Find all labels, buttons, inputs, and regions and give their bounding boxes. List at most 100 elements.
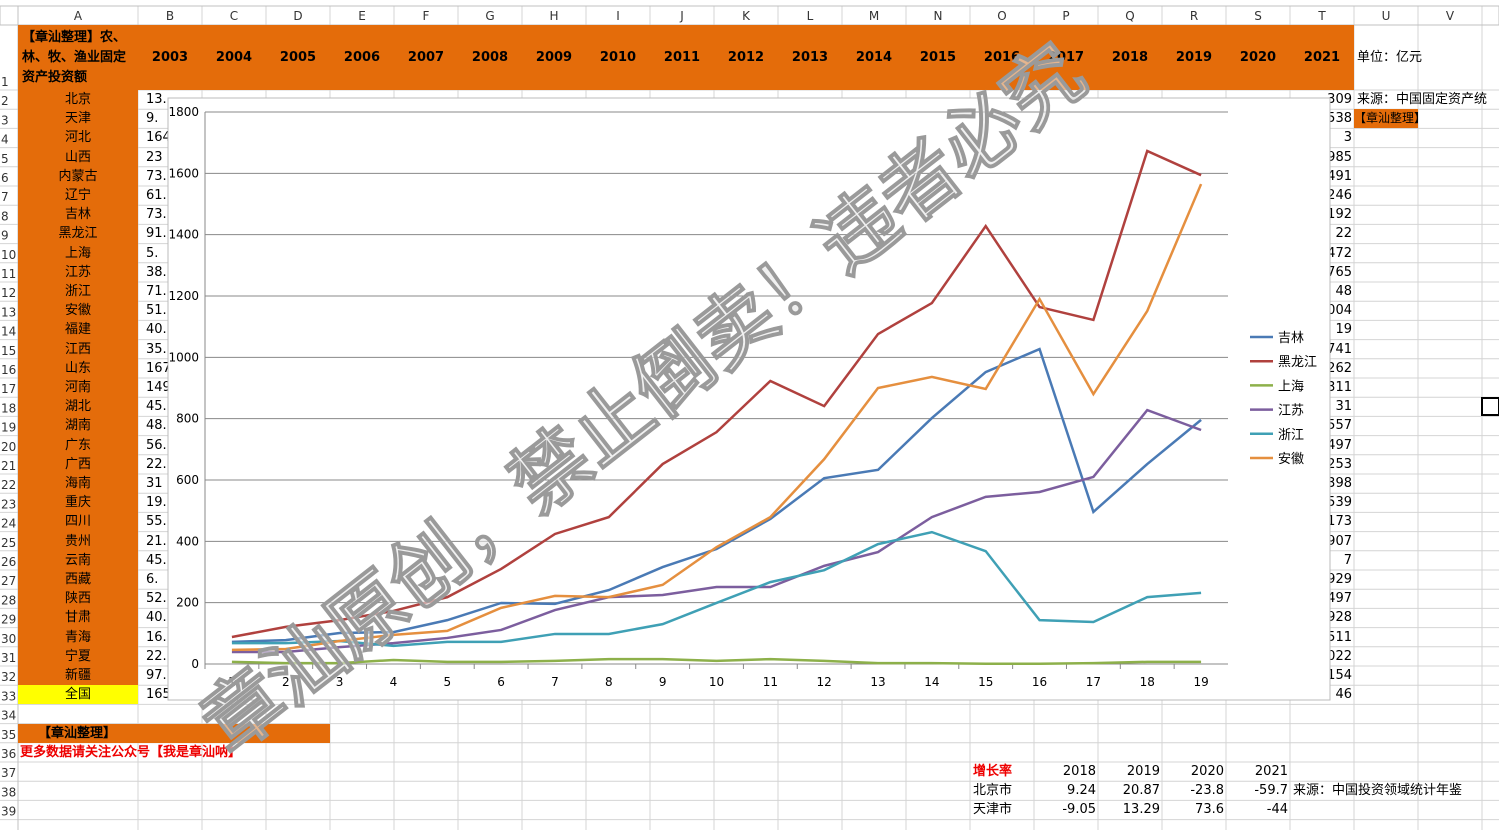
row-header: 3: [1, 113, 9, 127]
cell-b: 22.: [146, 648, 167, 664]
cell-b: 97.: [146, 668, 167, 683]
cell-t: 004: [1327, 303, 1352, 319]
province: 山东: [18, 358, 138, 378]
row-header: 25: [1, 536, 16, 550]
row-header: 10: [1, 248, 16, 262]
sheet-title: 【章汕整理】农、林、牧、渔业固定资产投资额: [18, 25, 138, 90]
province: 吉林: [18, 205, 138, 225]
cell-b: 45.: [146, 552, 167, 568]
growth-value: 13.29: [1122, 802, 1160, 818]
cell-t: 928: [1327, 610, 1352, 626]
row-header: 4: [1, 133, 9, 147]
province: 河南: [18, 378, 138, 398]
column-header: K: [742, 9, 751, 23]
cell-b: 5.: [146, 245, 159, 261]
row-header: 18: [1, 401, 16, 415]
year-header: 2020: [1226, 25, 1290, 90]
row-header: 27: [1, 574, 16, 588]
cell-t: 929: [1327, 572, 1352, 587]
cell-t: 557: [1327, 418, 1352, 434]
province: 河北: [18, 128, 138, 148]
cell-t: 48: [1335, 284, 1352, 299]
row-header: 12: [1, 286, 16, 300]
growth-title: 增长率: [973, 764, 1013, 779]
year-header: 2015: [906, 25, 970, 90]
column-header: F: [423, 9, 430, 23]
cell-b: 21.: [146, 533, 167, 549]
growth-value: 73.6: [1195, 802, 1224, 818]
row-header: 1: [1, 75, 9, 89]
cell-t: 7: [1343, 552, 1352, 568]
column-header: B: [166, 9, 174, 23]
growth-value: 9.24: [1067, 783, 1096, 799]
province: 辽宁: [18, 186, 138, 206]
province: 浙江: [18, 282, 138, 302]
year-header: 2005: [266, 25, 330, 90]
column-header: N: [934, 9, 943, 23]
province: 甘肃: [18, 608, 138, 628]
cell-b: 165: [146, 687, 171, 703]
year-header: 2017: [1034, 25, 1098, 90]
cell-t: 497: [1327, 591, 1352, 607]
year-header: 2018: [1098, 25, 1162, 90]
row-header: 15: [1, 344, 16, 358]
unit: 单位：亿元: [1357, 50, 1423, 65]
cell-t: 154: [1327, 668, 1352, 683]
row-header: 21: [1, 459, 16, 473]
cell-b: 164: [146, 130, 171, 146]
row-header: 35: [1, 728, 16, 742]
growth-year: 2020: [1190, 764, 1224, 779]
row-header: 37: [1, 766, 16, 780]
cell-b: 91.: [146, 226, 167, 242]
year-header: 2008: [458, 25, 522, 90]
year-header: 2009: [522, 25, 586, 90]
province: 青海: [18, 627, 138, 647]
year-header: 2021: [1290, 25, 1354, 90]
cell-t: 398: [1327, 476, 1352, 491]
cell-t: 173: [1327, 514, 1352, 530]
cell-t: 31: [1335, 399, 1352, 415]
row-header: 2: [1, 94, 9, 108]
row-header: 5: [1, 152, 9, 166]
column-header: I: [616, 9, 620, 23]
year-header: 2014: [842, 25, 906, 90]
cell-b: 48.: [146, 418, 167, 434]
cell-t: 309: [1327, 92, 1352, 107]
province: 安徽: [18, 301, 138, 321]
column-header: L: [807, 9, 814, 23]
growth-name: 天津市: [973, 802, 1013, 818]
year-header: 2007: [394, 25, 458, 90]
year-header: 2004: [202, 25, 266, 90]
growth-value: -59.7: [1254, 783, 1288, 799]
cell-t: 253: [1327, 456, 1352, 472]
province: 江苏: [18, 262, 138, 282]
year-header: 2006: [330, 25, 394, 90]
year-header: 2013: [778, 25, 842, 90]
cell-b: 51.: [146, 303, 167, 319]
cell-t: 511: [1327, 629, 1352, 645]
row-header: 32: [1, 670, 16, 684]
growth-value: -9.05: [1062, 802, 1096, 818]
year-header: 2011: [650, 25, 714, 90]
row-header: 11: [1, 267, 16, 281]
cell-b: 38.: [146, 264, 167, 280]
cell-t: 491: [1327, 168, 1352, 184]
cell-t: 262: [1327, 360, 1352, 376]
column-header: M: [869, 9, 879, 23]
year-header: 2016: [970, 25, 1034, 90]
row-header: 28: [1, 593, 16, 607]
cell-b: 61.: [146, 188, 167, 203]
cell-b: 9.: [146, 111, 159, 127]
cell-b: 55.: [146, 514, 167, 530]
growth-value: -23.8: [1190, 783, 1224, 799]
row-header: 26: [1, 555, 16, 569]
column-header: C: [230, 9, 238, 23]
year-header: 2012: [714, 25, 778, 90]
cell-b: 6.: [146, 572, 159, 587]
growth-year: 2021: [1254, 764, 1288, 779]
cell-t: 022: [1327, 648, 1352, 664]
province: 四川: [18, 512, 138, 532]
tag: 【章汕整理】: [1354, 109, 1418, 129]
row-header: 8: [1, 209, 9, 223]
